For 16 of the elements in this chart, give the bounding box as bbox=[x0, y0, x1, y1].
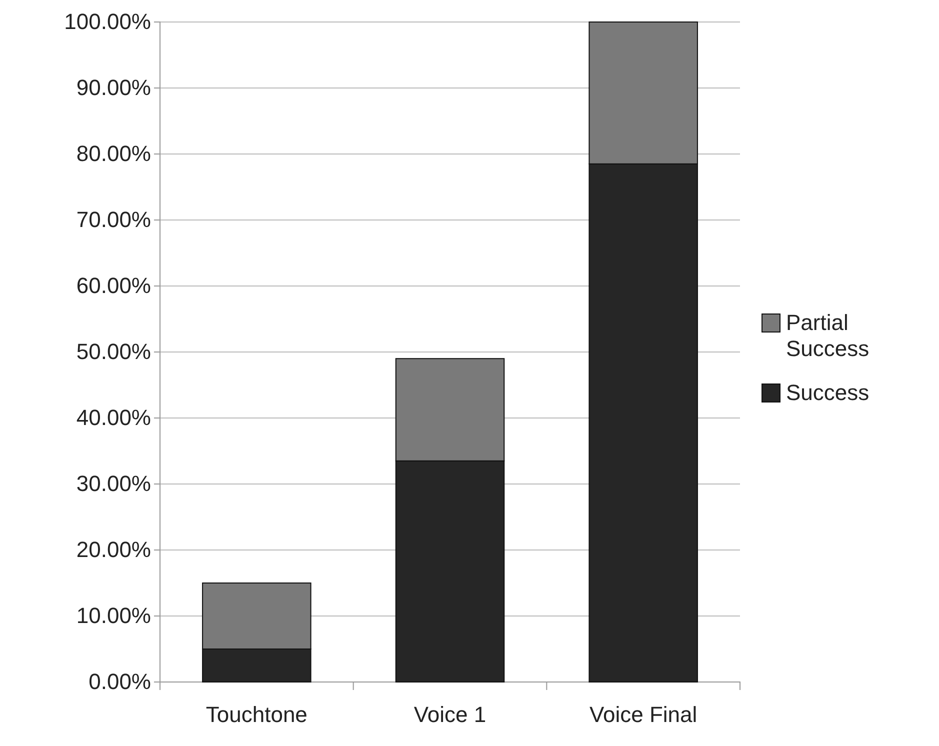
y-tick-label: 20.00% bbox=[76, 537, 151, 562]
y-tick-label: 30.00% bbox=[76, 471, 151, 496]
x-tick-label: Voice 1 bbox=[414, 702, 486, 727]
legend-label: Partial Success bbox=[786, 310, 870, 361]
y-tick-label: 70.00% bbox=[76, 207, 151, 232]
y-tick-label: 90.00% bbox=[76, 75, 151, 100]
y-tick-label: 60.00% bbox=[76, 273, 151, 298]
y-tick-label: 50.00% bbox=[76, 339, 151, 364]
x-tick-label: Touchtone bbox=[206, 702, 308, 727]
y-tick-label: 100.00% bbox=[64, 9, 151, 34]
y-tick-label: 0.00% bbox=[88, 669, 151, 694]
legend-label: Success bbox=[786, 380, 870, 405]
y-tick-label: 80.00% bbox=[76, 141, 151, 166]
y-tick-label: 40.00% bbox=[76, 405, 151, 430]
y-tick-label: 10.00% bbox=[76, 603, 151, 628]
x-tick-label: Voice Final bbox=[590, 702, 698, 727]
